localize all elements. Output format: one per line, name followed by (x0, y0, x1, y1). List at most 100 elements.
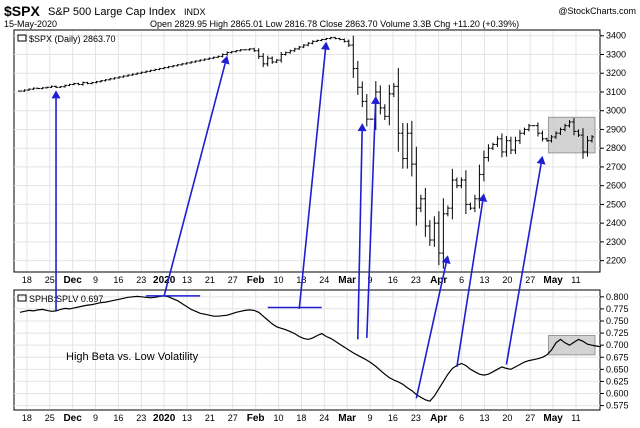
price-x-tick-label: 25 (45, 275, 55, 285)
price-x-tick-label: 11 (571, 275, 580, 285)
price-bar (549, 135, 554, 143)
ratio-x-tick-label: 11 (571, 413, 580, 423)
price-bar (139, 71, 144, 74)
ratio-y-tick-label: 0.725 (606, 328, 629, 338)
price-bar (112, 77, 117, 80)
price-bar (54, 85, 59, 89)
price-bar (58, 86, 63, 88)
price-x-tick-label: Feb (247, 275, 265, 286)
ratio-legend-text: SPHB:SPLV 0.697 (29, 294, 103, 304)
price-bar (162, 66, 167, 70)
price-bar (202, 58, 207, 61)
price-bar (409, 120, 414, 177)
price-bar (99, 79, 104, 83)
price-x-tick-label: 18 (22, 275, 32, 285)
ratio-x-tick-label: 10 (274, 413, 284, 423)
ratio-y-tick-label: 0.625 (606, 376, 629, 386)
price-bar (157, 67, 162, 71)
price-bar (535, 122, 540, 137)
price-y-tick-label: 2700 (606, 162, 626, 172)
price-bar (468, 202, 473, 210)
price-x-tick-label: 9 (368, 275, 373, 285)
price-bar (153, 68, 158, 72)
price-bar (225, 51, 230, 56)
price-x-tick-label: 6 (459, 275, 464, 285)
header-index-name: S&P 500 Large Cap Index (48, 6, 176, 18)
header-ticker: $SPX (4, 3, 40, 19)
price-x-tick-label: 10 (274, 275, 284, 285)
price-bar (495, 136, 500, 147)
price-bar (171, 64, 176, 68)
header-quote: Open 2829.95 High 2865.01 Low 2816.78 Cl… (150, 19, 519, 29)
price-y-tick-label: 2400 (606, 218, 626, 228)
price-y-tick-label: 2500 (606, 199, 626, 209)
ratio-x-tick-label: May (543, 413, 563, 424)
price-legend-swatch (17, 34, 27, 42)
price-x-tick-label: 13 (182, 275, 192, 285)
price-bar (504, 135, 509, 157)
ratio-y-tick-label: 0.700 (606, 340, 629, 350)
ratio-x-tick-label: 27 (228, 413, 238, 423)
price-bar (382, 104, 387, 120)
ratio-y-tick-label: 0.675 (606, 352, 629, 362)
price-bar (180, 63, 185, 66)
price-bar (333, 36, 338, 40)
price-bar (234, 49, 239, 53)
price-bar (36, 87, 41, 90)
price-bar (22, 89, 27, 92)
price-bar (580, 128, 585, 159)
price-bar (135, 72, 140, 75)
price-bar (216, 55, 221, 59)
divergence-arrow (356, 123, 367, 340)
price-bar (328, 36, 333, 40)
price-bar (571, 117, 576, 136)
price-y-tick-label: 2300 (606, 237, 626, 247)
ratio-x-tick-label: 9 (368, 413, 373, 423)
price-y-tick-label: 2800 (606, 143, 626, 153)
divergence-arrow (163, 55, 230, 297)
ratio-panel-frame (13, 289, 601, 411)
price-bar (445, 205, 450, 217)
price-bar (391, 83, 396, 98)
price-bar (211, 56, 216, 59)
price-highlight-box (547, 116, 596, 154)
ratio-legend-swatch (17, 294, 27, 302)
divergence-arrow (51, 90, 61, 311)
ratio-x-tick-label: 21 (205, 413, 215, 423)
price-bar (540, 130, 545, 142)
price-x-tick-label: 23 (411, 275, 421, 285)
ratio-x-tick-label: 13 (479, 413, 489, 423)
price-bar (283, 51, 288, 56)
price-bar (567, 120, 572, 128)
price-bar (40, 87, 45, 90)
price-x-tick-label: 27 (228, 275, 238, 285)
price-bar (121, 75, 126, 78)
price-bar (423, 187, 428, 237)
price-bar (576, 129, 581, 137)
price-x-tick-label: 24 (319, 275, 329, 285)
header-brand: @StockCharts.com (558, 6, 636, 16)
price-bar (522, 127, 527, 136)
price-bar (405, 123, 410, 169)
price-bar (279, 51, 284, 63)
ratio-x-tick-label: 18 (22, 413, 32, 423)
price-bar (220, 53, 225, 58)
price-bar (45, 86, 50, 89)
price-bar (49, 85, 54, 89)
price-bar (243, 49, 248, 51)
price-bar (315, 39, 320, 43)
price-bar (463, 170, 468, 215)
price-bar (310, 40, 315, 45)
price-bar (297, 45, 302, 50)
price-bar (387, 84, 392, 126)
price-bar (450, 168, 455, 220)
price-y-tick-label: 2600 (606, 181, 626, 191)
price-bar (369, 118, 374, 120)
price-x-tick-label: 13 (479, 275, 489, 285)
price-bar (229, 50, 234, 54)
price-bar (472, 194, 477, 213)
header-date: 15-May-2020 (4, 19, 57, 29)
price-bar (265, 55, 270, 67)
price-bar (67, 83, 72, 87)
